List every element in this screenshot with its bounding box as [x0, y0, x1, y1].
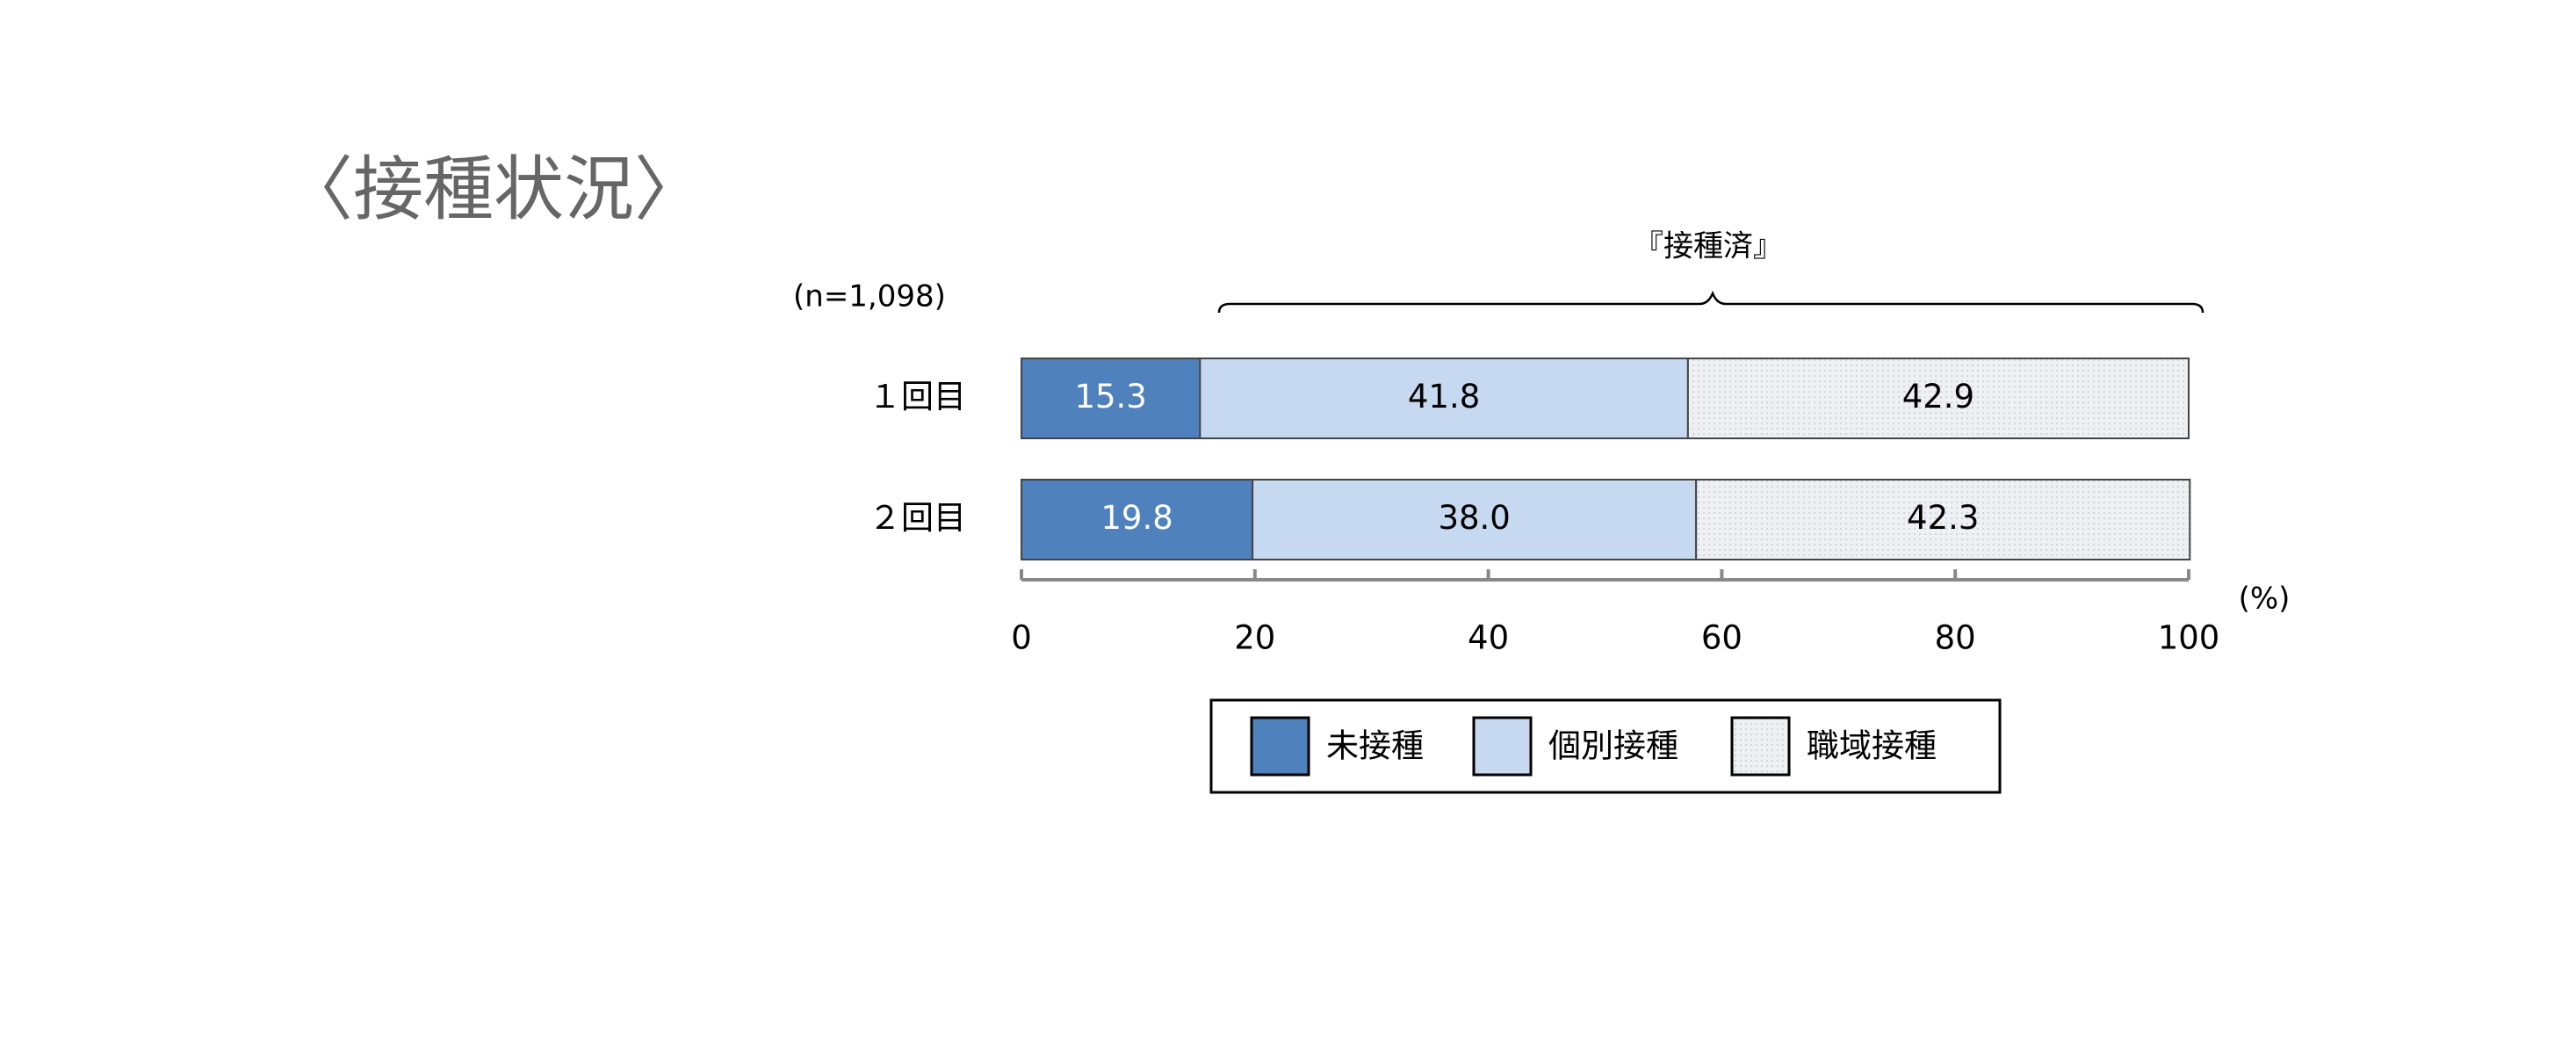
sample-size: (n=1,098) — [793, 279, 946, 314]
bar — [1695, 479, 2191, 560]
legend-swatch — [1250, 716, 1310, 777]
legend-swatch-pattern — [1730, 716, 1791, 777]
x-tick-label: 0 — [1011, 619, 1032, 657]
unit-label: (%) — [2239, 582, 2291, 617]
brace — [1217, 290, 2204, 314]
y-tick-label: １回目 — [869, 378, 966, 416]
x-tick-label: 80 — [1935, 619, 1976, 657]
value-label: 42.3 — [1907, 499, 1979, 537]
x-tick-label: 100 — [2158, 619, 2220, 657]
annotation: 『接種済』 — [1634, 229, 1783, 264]
bar — [1199, 358, 1689, 439]
y-tick-label: ２回目 — [869, 499, 966, 537]
value-label: 41.8 — [1408, 378, 1480, 416]
legend-label: 個別接種 — [1548, 727, 1678, 765]
x-tick-label: 40 — [1468, 619, 1509, 657]
chart-title: 〈接種状況〉 — [283, 148, 704, 230]
x-tick-label: 20 — [1234, 619, 1275, 657]
value-label: 19.8 — [1100, 499, 1173, 537]
value-label: 15.3 — [1074, 378, 1146, 416]
bar — [1686, 358, 2190, 439]
bar — [1021, 479, 1254, 560]
value-label: 38.0 — [1438, 499, 1510, 537]
bar — [1021, 358, 1201, 439]
legend-label: 職域接種 — [1807, 727, 1937, 765]
value-label: 42.9 — [1902, 378, 1974, 416]
legend-swatch — [1472, 716, 1533, 777]
legend-label: 未接種 — [1326, 727, 1424, 765]
x-tick-label: 60 — [1701, 619, 1743, 657]
legend-box — [1209, 698, 2002, 794]
bar — [1252, 479, 1698, 560]
